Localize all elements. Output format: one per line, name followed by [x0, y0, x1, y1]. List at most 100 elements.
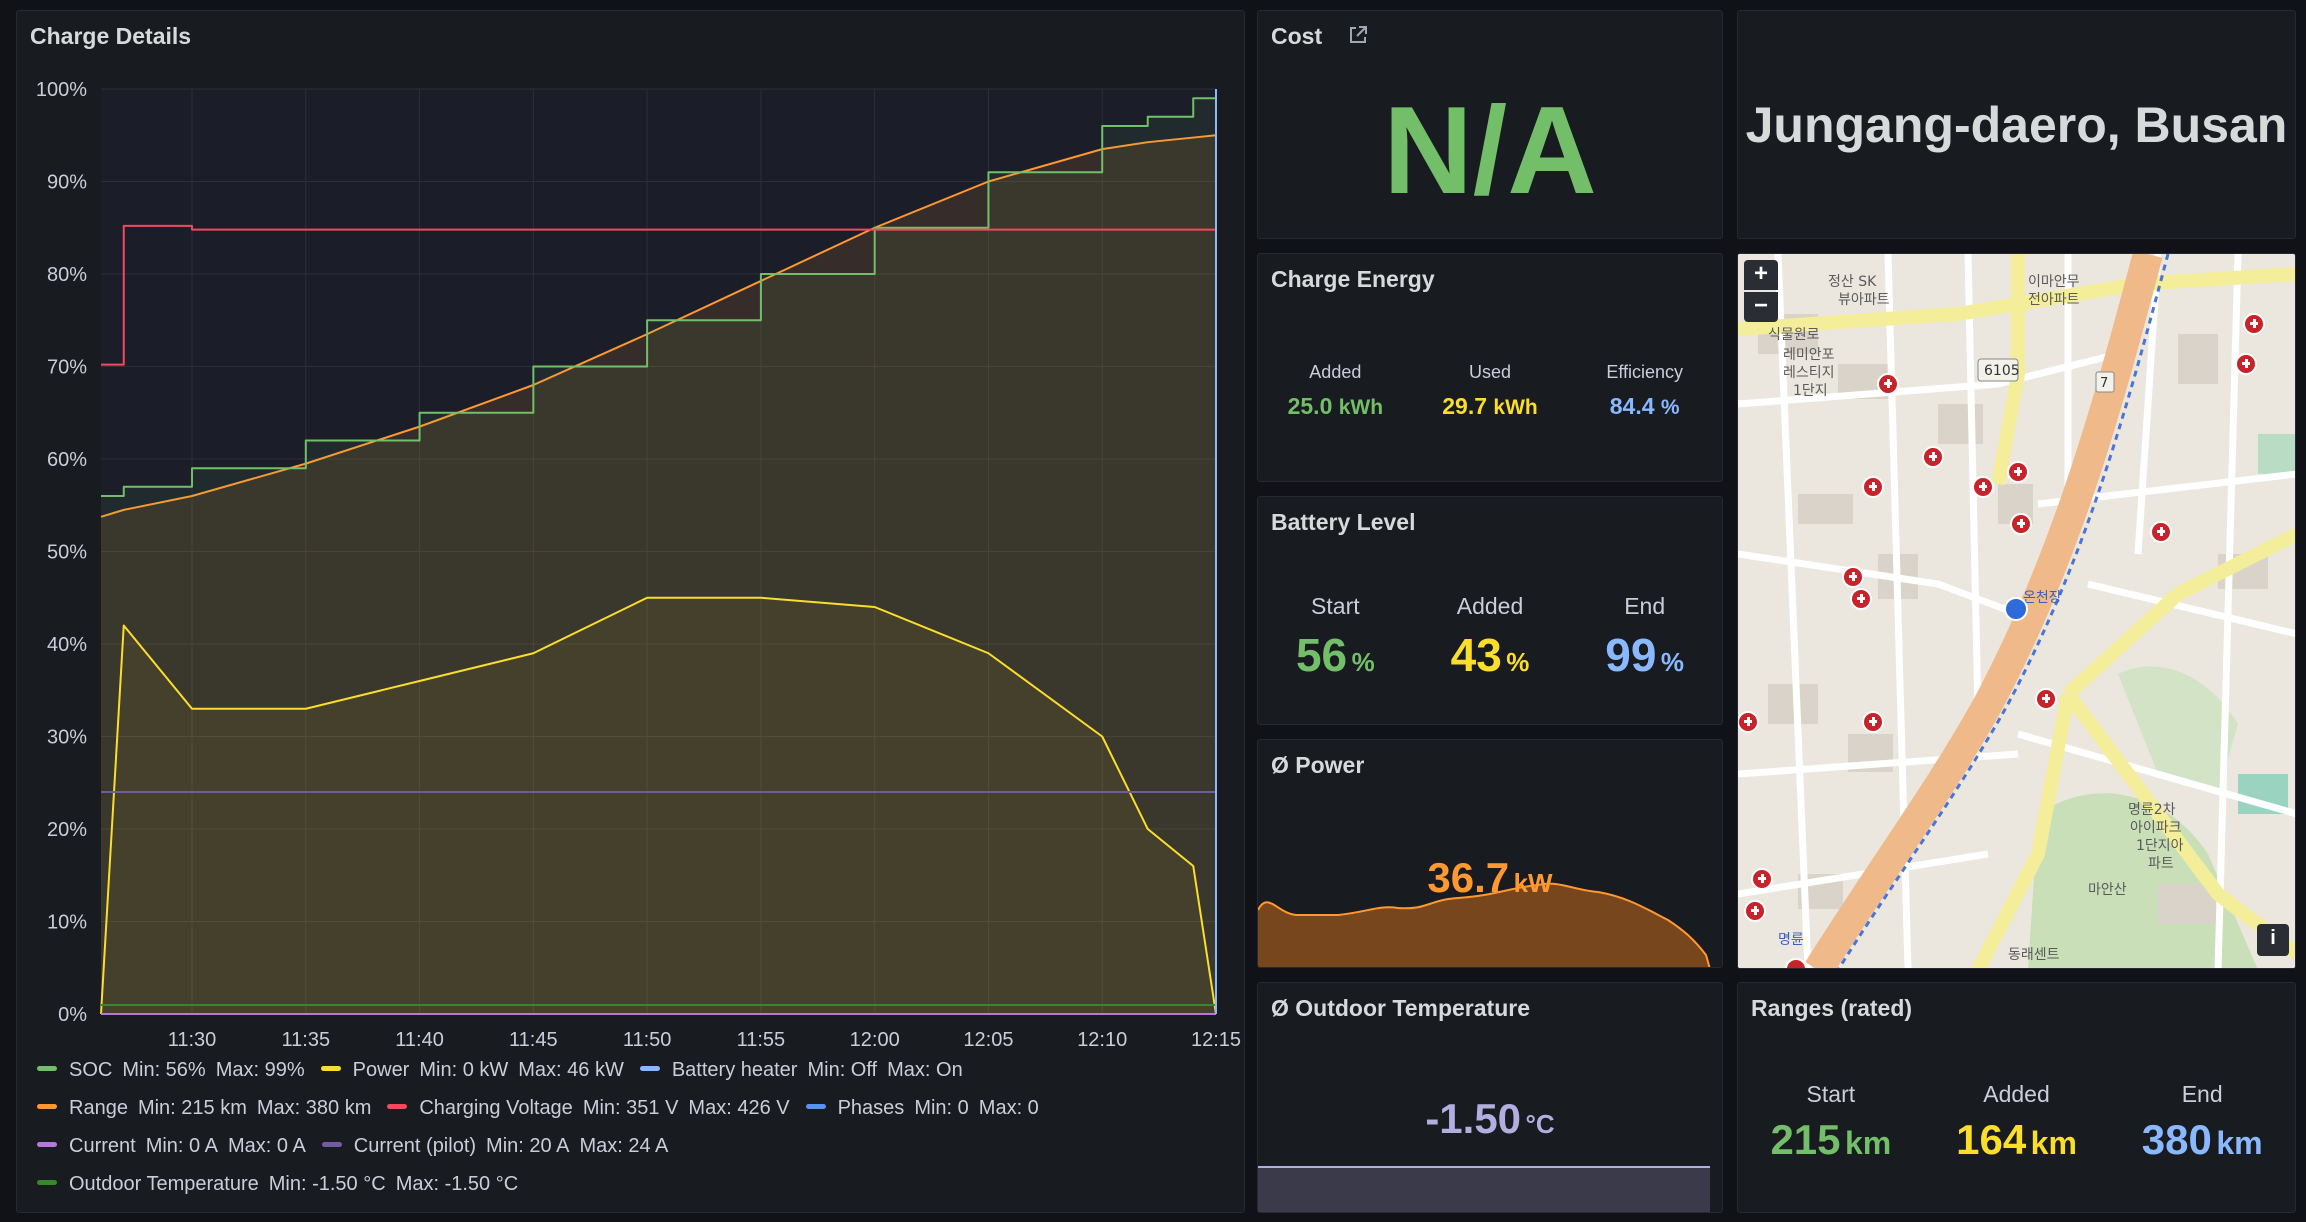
outdoor-temp-unit: °C: [1525, 1109, 1555, 1139]
x-tick-label: 11:35: [282, 1029, 331, 1051]
y-tick-label: 20%: [47, 819, 87, 841]
energy-added-label: Added: [1309, 362, 1362, 382]
range-added: Added 164 km: [1924, 1081, 2110, 1164]
legend-name: Range: [69, 1097, 128, 1119]
x-tick-label: 12:00: [850, 1029, 900, 1051]
battery-start-label: Start: [1311, 593, 1360, 619]
ranges-title: Ranges (rated): [1751, 995, 1913, 1021]
legend-stat: Min: 20 A: [486, 1135, 570, 1157]
outdoor-temp-title: Ø Outdoor Temperature: [1271, 995, 1530, 1021]
range-added-unit: km: [2030, 1125, 2077, 1161]
legend-item[interactable]: Outdoor Temperature Min: -1.50 °C Max: -1.…: [37, 1165, 518, 1203]
legend-name: Current (pilot): [353, 1135, 477, 1157]
x-tick-label: 12:10: [1077, 1029, 1127, 1051]
charge-energy-panel: Charge Energy Added 25.0 kWh Used 29.7 k…: [1257, 253, 1723, 482]
location-marker[interactable]: [2004, 597, 2028, 621]
outdoor-temp-sparkline: [1258, 1166, 1710, 1212]
map-label: 정산 SK: [1828, 274, 1877, 290]
legend-stat: Max: -1.50 °C: [395, 1173, 519, 1195]
zoom-in-button[interactable]: +: [1744, 260, 1778, 290]
battery-start-unit: %: [1351, 647, 1375, 677]
legend-swatch: [320, 1066, 341, 1071]
energy-used-label: Used: [1468, 362, 1512, 382]
x-tick-label: 12:05: [963, 1029, 1013, 1051]
map-label: 파트: [2148, 856, 2174, 872]
battery-added: Added 43 %: [1413, 593, 1568, 682]
outdoor-temp-panel: Ø Outdoor Temperature -1.50 °C: [1257, 982, 1723, 1213]
battery-end-unit: %: [1660, 647, 1685, 677]
charger-markers[interactable]: [1738, 313, 2265, 969]
chart-legend: SOC Min: 56% Max: 99% Power Min: 0 kW Max: 46…: [37, 1051, 1055, 1203]
y-tick-label: 10%: [47, 912, 87, 934]
range-added-label: Added: [1983, 1081, 2050, 1107]
range-start: Start 215 km: [1738, 1081, 1924, 1164]
legend-item[interactable]: Phases Min: 0 Max: 0: [805, 1089, 1039, 1127]
map-panel[interactable]: 식물원로 레미안포 레스티지 1단지 정산 SK 뷰아파트 이마안무 전아파트 …: [1737, 253, 2296, 969]
legend-swatch: [639, 1066, 660, 1071]
map-label: 1단지: [1793, 383, 1828, 399]
y-tick-label: 40%: [47, 634, 87, 656]
range-end-unit: km: [2216, 1125, 2263, 1161]
range-start-label: Start: [1806, 1081, 1856, 1107]
map-label: 온천장: [2023, 590, 2062, 606]
energy-efficiency-label: Efficiency: [1606, 362, 1684, 382]
legend-swatch: [37, 1180, 57, 1185]
legend-item[interactable]: SOC Min: 56% Max: 99%: [37, 1051, 305, 1089]
legend-swatch: [321, 1142, 342, 1147]
legend-stat: Min: 215 km: [137, 1097, 247, 1119]
range-end-label: End: [2181, 1081, 2223, 1107]
series-area: [101, 98, 1216, 1014]
series-line: [100, 596, 1217, 1015]
legend-item[interactable]: Charging Voltage Min: 351 V Max: 426 V: [387, 1089, 790, 1127]
map-label: 명륜: [1778, 932, 1804, 948]
energy-used-unit: kWh: [1493, 396, 1538, 419]
zoom-out-button[interactable]: −: [1744, 292, 1778, 322]
legend-stat: Max: 46 kW: [518, 1059, 624, 1081]
power-title: Ø Power: [1271, 752, 1365, 778]
legend-stat: Min: 56%: [122, 1059, 206, 1081]
legend-stat: Min: 0: [914, 1097, 969, 1119]
legend-name: Charging Voltage: [419, 1097, 573, 1119]
legend-item[interactable]: Power Min: 0 kW Max: 46 kW: [320, 1051, 624, 1089]
outdoor-temp-value: -1.50: [1425, 1095, 1522, 1142]
map-label: 이마안무: [2028, 274, 2080, 290]
power-unit: kW: [1513, 868, 1553, 898]
legend-item[interactable]: Range Min: 215 km Max: 380 km: [37, 1089, 371, 1127]
legend-swatch: [37, 1142, 57, 1147]
legend-item[interactable]: Battery heater Min: Off Max: On: [639, 1051, 963, 1089]
range-start-unit: km: [1844, 1125, 1892, 1161]
energy-efficiency: Efficiency 84.4 %: [1567, 362, 1722, 420]
x-tick-label: 11:45: [509, 1029, 558, 1051]
legend-name: SOC: [69, 1059, 113, 1081]
legend-swatch: [37, 1104, 57, 1109]
x-tick-label: 11:30: [168, 1029, 217, 1051]
map-label: 동래센트: [2008, 947, 2060, 963]
map-label: 명륜2차: [2128, 802, 2176, 818]
x-tick-label: 12:15: [1191, 1029, 1241, 1051]
charge-details-panel: Charge Details 100% 90% 80% 70% 60% 50% 40% 30%…: [16, 10, 1245, 1213]
map-label: 1단지아: [2136, 838, 2184, 854]
series-line: [101, 97, 1216, 497]
map-label: 뷰아파트: [1838, 292, 1890, 308]
external-link-icon[interactable]: [1347, 24, 1369, 52]
legend-item[interactable]: Current Min: 0 A Max: 0 A: [37, 1127, 306, 1165]
series-area: [101, 597, 1216, 1014]
battery-end-label: End: [1624, 593, 1666, 619]
legend-item[interactable]: Current (pilot) Min: 20 A Max: 24 A: [321, 1127, 668, 1165]
series-line: [101, 791, 1217, 829]
map-canvas[interactable]: 식물원로 레미안포 레스티지 1단지 정산 SK 뷰아파트 이마안무 전아파트 …: [1738, 254, 2296, 969]
energy-used: Used 29.7 kWh: [1413, 362, 1568, 420]
battery-end-value: 99: [1605, 629, 1657, 681]
legend-name: Power: [352, 1059, 410, 1081]
energy-used-value: 29.7: [1442, 393, 1488, 419]
series-area: [101, 135, 1216, 1014]
location-title: Jungang-daero, Busan: [1745, 97, 2288, 153]
power-panel: Ø Power 36.7 kW: [1257, 739, 1723, 968]
map-label: 마안산: [2088, 882, 2127, 898]
battery-start: Start 56 %: [1258, 593, 1413, 682]
map-info-button[interactable]: i: [2257, 924, 2289, 956]
location-panel: Jungang-daero, Busan: [1737, 10, 2296, 239]
legend-name: Battery heater: [671, 1059, 798, 1081]
cost-panel: Cost N/A: [1257, 10, 1723, 239]
charge-details-chart[interactable]: 100% 90% 80% 70% 60% 50% 40% 30% 20% 10% 0% 11:30 11…: [17, 11, 1245, 1051]
